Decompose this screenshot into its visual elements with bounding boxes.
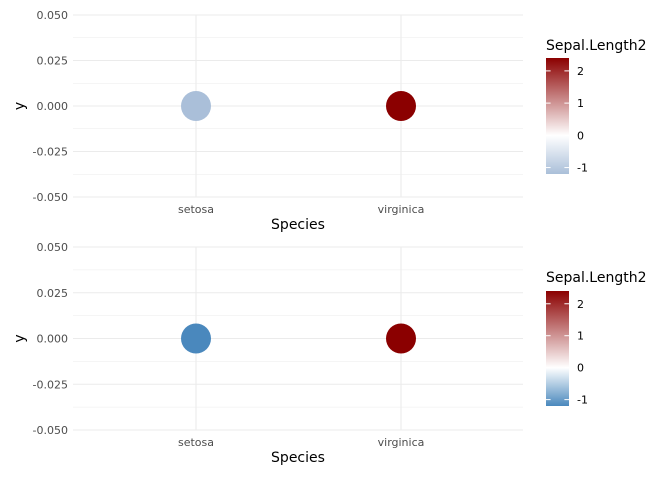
- y-tick-label: 0.000: [37, 333, 69, 346]
- y-axis-title: y: [12, 334, 28, 342]
- data-point-setosa: [181, 323, 211, 354]
- panel-2: 0.050 0.025 0.000 -0.025 -0.050 setosa virgini…: [12, 241, 523, 466]
- x-axis-title: Species: [271, 450, 325, 466]
- y-axis-title: y: [12, 102, 28, 110]
- legend-tick-label: 1: [577, 97, 584, 110]
- data-point-virginica: [386, 91, 416, 121]
- x-tick-label: setosa: [178, 203, 214, 216]
- y-tick-label: -0.025: [33, 378, 68, 391]
- y-tick-label: -0.050: [33, 424, 68, 437]
- y-tick-label: -0.050: [33, 191, 68, 204]
- legend-tick-label: 0: [577, 129, 584, 142]
- legend-1: Sepal.Length2 2 1 0 -1: [546, 38, 647, 175]
- legend-title: Sepal.Length2: [546, 270, 647, 286]
- x-tick-label: virginica: [378, 203, 425, 216]
- y-tick-label: 0.050: [37, 9, 69, 22]
- legend-tick-label: 2: [577, 65, 584, 78]
- legend-tick-label: 0: [577, 362, 584, 375]
- y-tick-label: 0.025: [37, 287, 69, 300]
- x-axis-title: Species: [271, 217, 325, 233]
- legend-tick-label: 1: [577, 330, 584, 343]
- legend-tick-label: -1: [577, 162, 588, 175]
- legend-colorbar: [546, 58, 569, 174]
- data-point-virginica: [386, 323, 416, 354]
- legend-title: Sepal.Length2: [546, 38, 647, 54]
- data-point-setosa: [181, 91, 211, 121]
- x-tick-label: setosa: [178, 436, 214, 449]
- legend-2: Sepal.Length2 2 1 0 -1: [546, 270, 647, 407]
- legend-colorbar: [546, 291, 569, 406]
- y-tick-label: 0.025: [37, 55, 69, 68]
- y-tick-label: 0.000: [37, 100, 69, 113]
- legend-tick-label: -1: [577, 394, 588, 407]
- panel-1: 0.050 0.025 0.000 -0.025 -0.050 setosa virgini…: [12, 9, 523, 233]
- legend-tick-label: 2: [577, 298, 584, 311]
- x-tick-label: virginica: [378, 436, 425, 449]
- y-tick-label: -0.025: [33, 146, 68, 159]
- y-tick-label: 0.050: [37, 241, 69, 254]
